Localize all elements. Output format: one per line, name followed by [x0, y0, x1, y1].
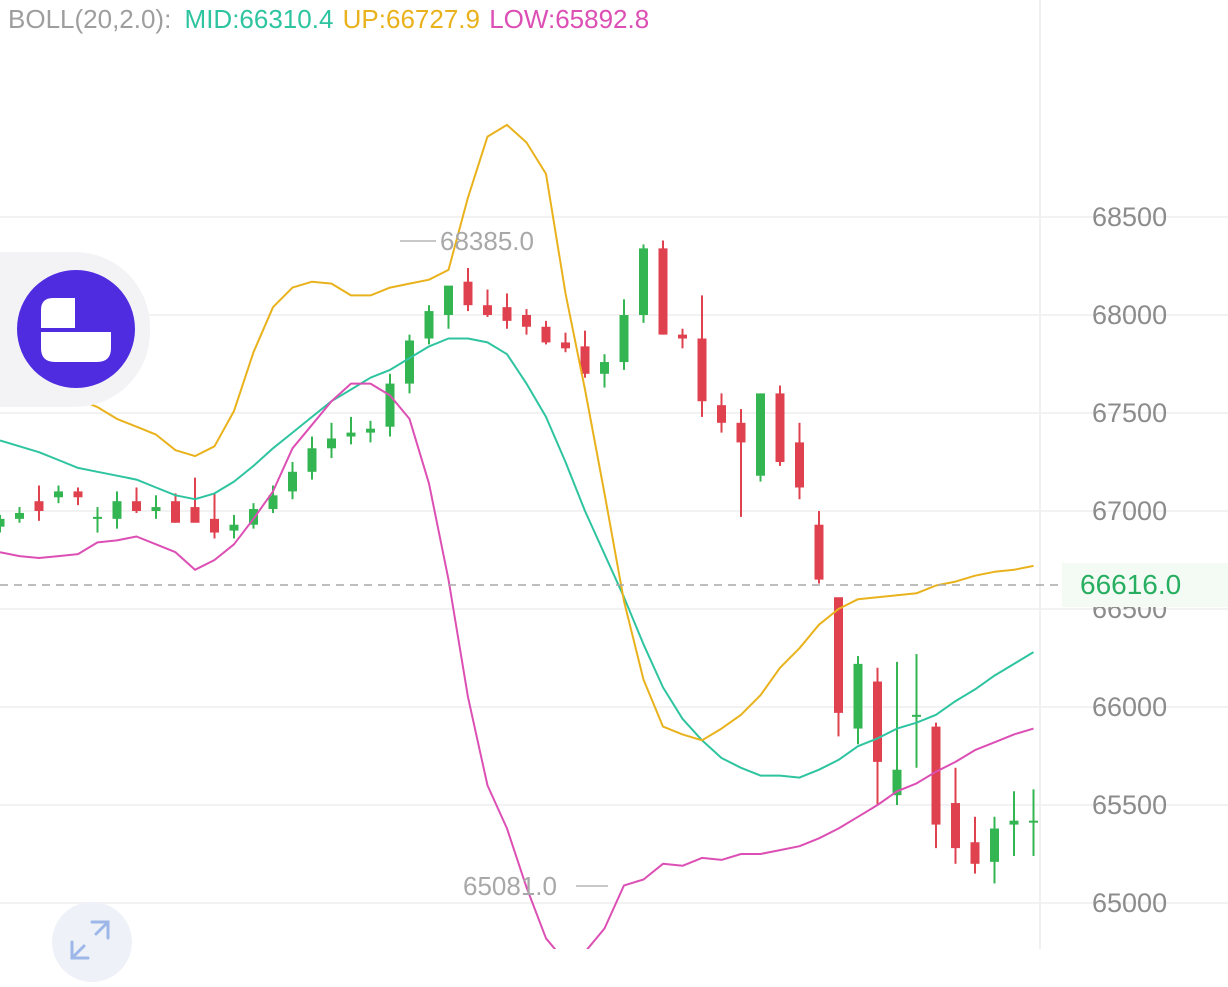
candle	[892, 661, 902, 805]
candle	[658, 240, 668, 335]
low-marker: 65081.0	[463, 871, 608, 901]
candle	[73, 487, 83, 506]
candle	[132, 487, 141, 513]
legend-up: UP:66727.9	[342, 4, 480, 34]
y-tick-label: 67000	[1092, 496, 1167, 526]
y-tick-label: 67500	[1092, 398, 1167, 428]
current-price-value: 66616.0	[1080, 569, 1182, 600]
legend-indicator: BOLL(20,2.0):	[8, 4, 172, 34]
candle	[561, 332, 570, 353]
candle	[366, 420, 375, 443]
expand-button[interactable]	[52, 902, 132, 982]
legend-low: LOW:65892.8	[489, 4, 650, 34]
candle	[814, 511, 824, 584]
candle	[600, 354, 609, 388]
candle	[54, 485, 63, 504]
high-marker: 68385.0	[400, 226, 534, 256]
candle	[912, 654, 921, 768]
y-tick-label: 68500	[1092, 202, 1167, 232]
expand-icon	[70, 920, 110, 960]
boll-candlestick-chart[interactable]: 68385.0 65081.0 685006800067500670006650…	[0, 0, 1228, 963]
candle	[717, 393, 726, 433]
candle	[444, 285, 453, 329]
candle	[775, 385, 785, 466]
candle	[1029, 789, 1038, 856]
band-low-line	[0, 382, 1034, 963]
candle	[0, 514, 5, 533]
candle	[190, 477, 200, 523]
candle	[697, 295, 707, 417]
high-label: 68385.0	[440, 226, 534, 256]
candles-layer	[0, 240, 1038, 884]
grid-lines	[0, 216, 1228, 904]
candle	[93, 507, 102, 533]
candle	[502, 293, 512, 329]
candle	[112, 491, 122, 529]
exchange-logo-icon[interactable]	[17, 270, 135, 388]
current-price-tag: 66616.0	[1062, 563, 1228, 607]
candle	[580, 330, 590, 378]
candle	[34, 485, 44, 521]
candle	[678, 328, 687, 349]
candle	[834, 597, 843, 737]
bollinger-bands	[0, 123, 1035, 963]
candle	[210, 493, 219, 539]
low-label: 65081.0	[463, 871, 557, 901]
candle	[151, 495, 161, 519]
candle	[795, 422, 804, 500]
y-tick-label: 68000	[1092, 300, 1167, 330]
candle	[951, 767, 960, 864]
candle	[15, 507, 24, 523]
candle	[873, 667, 882, 805]
candle	[853, 656, 863, 745]
legend-mid: MID:66310.4	[184, 4, 334, 34]
candle	[288, 462, 297, 500]
candle	[229, 514, 239, 539]
y-tick-label: 65500	[1092, 790, 1167, 820]
y-tick-label: 66000	[1092, 692, 1167, 722]
candle	[483, 289, 492, 317]
candle	[171, 493, 180, 523]
candle	[327, 422, 336, 459]
candle	[931, 722, 941, 849]
candle	[522, 309, 531, 335]
candle	[405, 334, 414, 394]
boll-legend: BOLL(20,2.0): MID:66310.4 UP:66727.9 LOW…	[8, 4, 655, 35]
candle	[307, 436, 317, 480]
candle	[970, 816, 980, 874]
candle	[249, 503, 258, 529]
y-tick-label: 65000	[1092, 888, 1167, 918]
candle	[639, 244, 648, 323]
candle	[736, 409, 746, 517]
candle	[385, 373, 395, 437]
candle	[346, 416, 356, 445]
band-mid-line	[0, 337, 1035, 779]
band-up-line	[0, 123, 1034, 742]
candle	[756, 393, 765, 482]
candle	[1009, 791, 1019, 856]
candle	[619, 299, 629, 370]
candle	[463, 267, 473, 312]
candle	[541, 320, 551, 345]
candle	[990, 816, 999, 884]
candle	[424, 305, 434, 345]
